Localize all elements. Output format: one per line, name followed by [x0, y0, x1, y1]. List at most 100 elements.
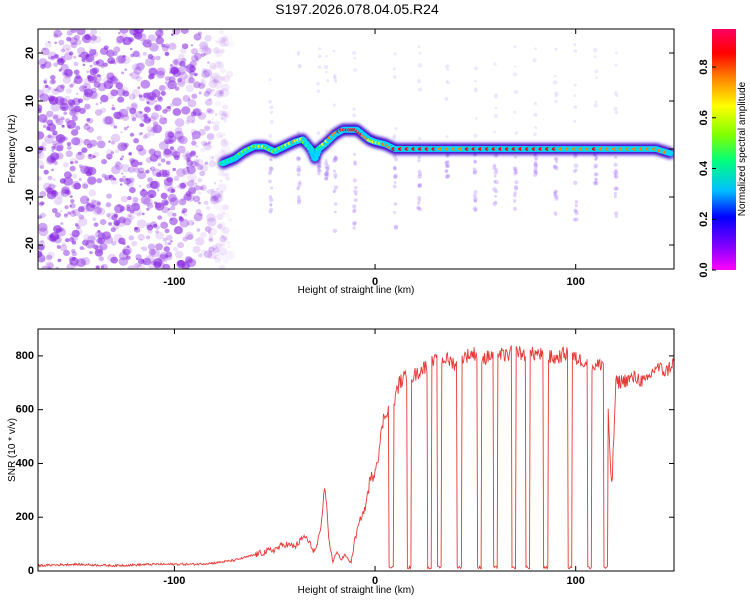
noise-blob	[101, 231, 112, 240]
noise-blob	[126, 245, 130, 248]
noise-blob	[104, 116, 114, 125]
noise-blob	[110, 151, 115, 155]
noise-blob	[149, 194, 154, 199]
noise-blob	[83, 124, 91, 131]
noise-blob	[160, 90, 166, 96]
noise-blob	[129, 47, 133, 51]
noise-blob	[195, 145, 199, 148]
noise-blob	[217, 193, 223, 198]
noise-blob	[187, 99, 197, 108]
noise-blob	[219, 236, 227, 243]
noise-blob	[53, 33, 59, 38]
streak-dot	[352, 107, 356, 111]
noise-blob	[70, 161, 74, 165]
y-tick-label: 0	[28, 565, 34, 577]
noise-blob	[153, 223, 158, 228]
streak-dot	[297, 64, 302, 68]
noise-blob	[69, 157, 77, 164]
noise-blob	[190, 111, 197, 117]
streak-dot	[297, 53, 300, 56]
streak-dot	[512, 72, 517, 77]
noise-blob	[206, 217, 217, 227]
streak-dot	[418, 182, 423, 187]
noise-blob	[161, 45, 169, 52]
noise-blob	[136, 219, 147, 229]
streak-dot	[444, 161, 449, 165]
streak-dot	[613, 106, 618, 111]
noise-blob	[150, 112, 159, 120]
noise-blob	[149, 166, 156, 172]
noise-blob	[203, 250, 213, 259]
noise-blob	[119, 209, 123, 213]
noise-blob	[106, 49, 115, 58]
streak-dot	[595, 172, 599, 176]
noise-blob	[147, 229, 153, 234]
streak-dot	[493, 170, 498, 175]
streak-dot	[333, 155, 338, 159]
streak-dot	[417, 201, 421, 205]
streak-dot	[473, 196, 478, 202]
noise-blob	[73, 263, 78, 268]
noise-blob	[185, 152, 192, 159]
noise-blob	[145, 57, 155, 67]
noise-blob	[149, 60, 155, 65]
streak-dot	[595, 76, 598, 80]
noise-blob	[73, 55, 77, 59]
noise-blob	[201, 249, 207, 255]
noise-blob	[64, 68, 73, 77]
noise-blob	[92, 155, 96, 159]
noise-blob	[203, 52, 207, 56]
noise-blob	[208, 80, 218, 89]
noise-blob	[190, 48, 199, 55]
streak-dot	[352, 51, 357, 56]
noise-blob	[64, 95, 71, 102]
streak-dot	[394, 126, 398, 131]
noise-blob	[224, 113, 230, 119]
noise-blob	[70, 29, 77, 33]
noise-blob	[207, 227, 218, 236]
noise-blob	[42, 85, 52, 94]
noise-blob	[110, 133, 121, 143]
streak-dot	[473, 199, 477, 203]
streak-dot	[533, 168, 538, 173]
streak-dot	[393, 166, 397, 171]
noise-blob	[163, 138, 171, 144]
noise-blob	[46, 234, 54, 241]
noise-blob	[93, 244, 99, 250]
noise-blob	[112, 223, 119, 231]
noise-blob	[145, 157, 153, 163]
noise-blob	[150, 248, 160, 258]
noise-blob	[216, 221, 227, 231]
noise-blob	[219, 30, 224, 35]
streak-dot	[297, 185, 300, 189]
noise-blob	[63, 136, 68, 141]
noise-blob	[223, 258, 229, 264]
noise-blob	[92, 67, 100, 74]
streak-dot	[573, 180, 578, 185]
noise-blob	[225, 176, 230, 181]
noise-blob	[70, 82, 76, 87]
noise-blob	[76, 29, 86, 36]
noise-blob	[90, 199, 96, 205]
streak-dot	[333, 185, 339, 190]
streak-dot	[533, 170, 537, 174]
streak-dot	[513, 171, 518, 176]
noise-blob	[215, 60, 220, 65]
noise-blob	[177, 242, 185, 249]
noise-blob	[208, 231, 211, 234]
streak-dot	[268, 157, 272, 161]
noise-blob	[47, 41, 51, 44]
streak-dot	[417, 155, 421, 160]
noise-blob	[111, 214, 118, 221]
noise-blob	[109, 76, 119, 85]
noise-blob	[100, 107, 107, 113]
streak-dot	[333, 202, 338, 206]
noise-blob	[157, 95, 163, 101]
streak-dot	[512, 206, 518, 211]
streak-dot	[324, 70, 328, 74]
noise-blob	[67, 99, 76, 106]
figure-title: S197.2026.078.04.05.R24	[275, 1, 439, 17]
noise-blob	[43, 182, 52, 191]
streak-dot	[352, 208, 357, 213]
noise-blob	[139, 189, 148, 197]
